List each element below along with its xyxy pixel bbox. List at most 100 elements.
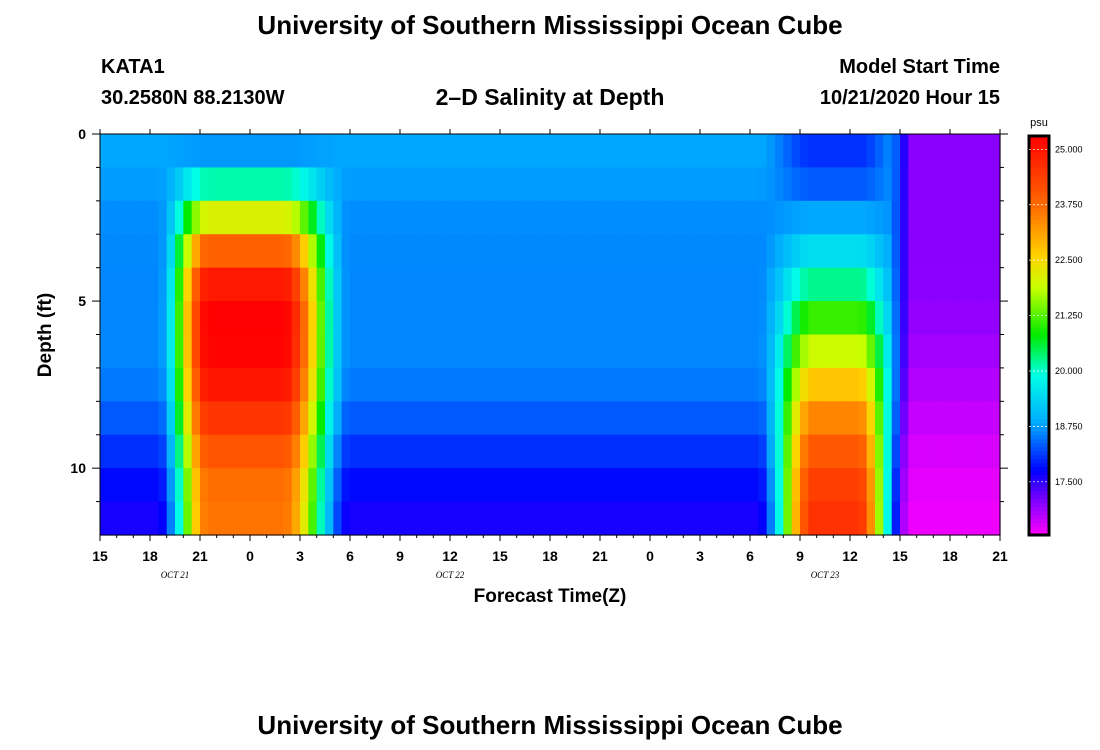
colorbar-tick-label: 25.000 [1055, 144, 1083, 154]
heatmap-cell [866, 334, 876, 369]
heatmap-cell [925, 167, 934, 202]
heatmap-cell [366, 234, 376, 269]
heatmap-cell [125, 301, 134, 336]
heatmap-cell [666, 434, 676, 469]
heatmap-cell [616, 134, 626, 169]
heatmap-cell [625, 434, 634, 469]
heatmap-cell [391, 167, 401, 202]
colorbar-segment [1029, 279, 1049, 285]
heatmap-cell [791, 501, 801, 536]
heatmap-cell [383, 334, 393, 369]
heatmap-cell [358, 501, 368, 536]
heatmap-cell [441, 501, 451, 536]
heatmap-cell [541, 401, 551, 436]
heatmap-cell [758, 200, 768, 235]
heatmap-cell [833, 301, 843, 336]
heatmap-cell [350, 301, 359, 336]
heatmap-cell [700, 267, 709, 302]
heatmap-cell [775, 267, 784, 302]
heatmap-cell [491, 468, 501, 503]
heatmap-cell [475, 134, 484, 169]
heatmap-cell [750, 367, 759, 402]
page-footer-title: University of Southern Mississippi Ocean… [257, 710, 843, 740]
heatmap-cell [825, 301, 834, 336]
heatmap-cell [916, 367, 926, 402]
heatmap-cell [408, 434, 418, 469]
heatmap-cell [591, 301, 601, 336]
heatmap-cell [541, 434, 551, 469]
heatmap-cell [525, 401, 534, 436]
heatmap-cell [883, 434, 893, 469]
heatmap-cell [508, 267, 518, 302]
colorbar-segment [1029, 411, 1049, 416]
heatmap-cell [241, 401, 251, 436]
heatmap-cell [741, 401, 751, 436]
heatmap-cell [791, 334, 801, 369]
heatmap-cell [775, 434, 784, 469]
heatmap-cell [333, 167, 343, 202]
colorbar-segment [1029, 467, 1049, 472]
heatmap-cell [166, 434, 176, 469]
heatmap-cell [233, 234, 243, 269]
heatmap-cell [300, 501, 309, 536]
heatmap-cell [733, 134, 743, 169]
heatmap-cell [833, 334, 843, 369]
heatmap-cell [416, 468, 426, 503]
heatmap-cell [925, 401, 934, 436]
colorbar-segment [1029, 455, 1049, 460]
heatmap-cell [716, 367, 726, 402]
heatmap-cell [891, 434, 901, 469]
colorbar-segment [1029, 151, 1049, 157]
heatmap-cell [450, 401, 459, 436]
heatmap-cell [825, 468, 834, 503]
heatmap-cell [266, 468, 276, 503]
heatmap-cell [858, 501, 868, 536]
heatmap-cell [441, 434, 451, 469]
heatmap-cell [533, 234, 543, 269]
colorbar-segment [1029, 275, 1049, 281]
heatmap-cell [291, 434, 301, 469]
heatmap-cell [583, 234, 593, 269]
heatmap-cell [508, 367, 518, 402]
heatmap-cell [933, 200, 943, 235]
heatmap-cell [716, 234, 726, 269]
heatmap-cell [791, 167, 801, 202]
heatmap-cell [600, 167, 609, 202]
heatmap-cell [700, 234, 709, 269]
heatmap-cell [525, 501, 534, 536]
heatmap-cell [891, 468, 901, 503]
heatmap-cell [916, 167, 926, 202]
heatmap-cell [175, 267, 184, 302]
heatmap-cell [150, 468, 159, 503]
heatmap-cell [675, 501, 684, 536]
heatmap-cell [925, 501, 934, 536]
heatmap-cell [725, 367, 734, 402]
heatmap-cell [300, 334, 309, 369]
colorbar-segment [1029, 203, 1049, 209]
heatmap-cell [100, 501, 109, 536]
heatmap-cell [675, 234, 684, 269]
heatmap-cell [841, 301, 851, 336]
heatmap-cell [100, 267, 109, 302]
heatmap-cell [691, 434, 701, 469]
heatmap-cell [466, 434, 476, 469]
heatmap-cell [983, 267, 993, 302]
heatmap-cell [291, 501, 301, 536]
heatmap-cell [600, 200, 609, 235]
heatmap-cell [891, 367, 901, 402]
colorbar-segment [1029, 159, 1049, 165]
heatmap-cell [875, 501, 884, 536]
heatmap-cell [191, 501, 201, 536]
heatmap-cell [858, 167, 868, 202]
heatmap-cell [875, 200, 884, 235]
heatmap-cell [591, 167, 601, 202]
y-tick-label: 10 [70, 460, 86, 476]
heatmap-cell [100, 134, 109, 169]
heatmap-cell [816, 167, 826, 202]
heatmap-cell [208, 234, 218, 269]
heatmap-cell [250, 434, 259, 469]
heatmap-cell [783, 401, 793, 436]
heatmap-cell [158, 200, 168, 235]
heatmap-cell [716, 401, 726, 436]
heatmap-cell [608, 167, 618, 202]
